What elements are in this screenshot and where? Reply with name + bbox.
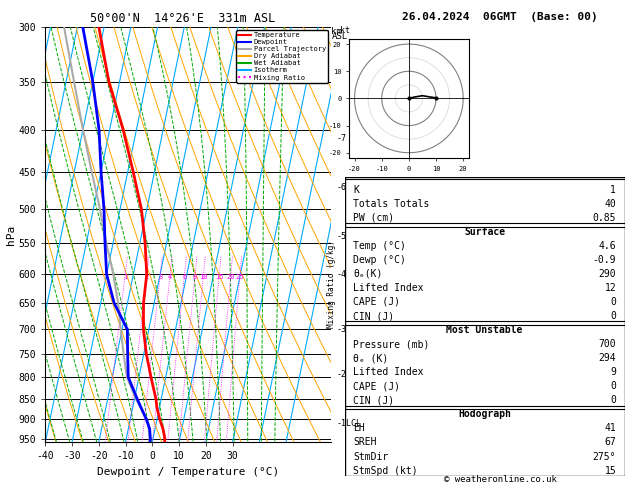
Text: 0: 0 [610, 381, 616, 391]
Text: -7: -7 [337, 134, 347, 143]
Text: 26.04.2024  06GMT  (Base: 00): 26.04.2024 06GMT (Base: 00) [402, 12, 598, 22]
Text: StmSpd (kt): StmSpd (kt) [353, 466, 418, 475]
Text: CIN (J): CIN (J) [353, 395, 394, 405]
Text: Hodograph: Hodograph [458, 409, 511, 419]
Text: 2: 2 [145, 275, 149, 280]
Text: -3: -3 [337, 325, 347, 334]
Text: 0.85: 0.85 [593, 213, 616, 223]
Text: EH: EH [353, 423, 365, 434]
Text: Pressure (mb): Pressure (mb) [353, 339, 430, 349]
Text: 275°: 275° [593, 451, 616, 462]
Text: Lifted Index: Lifted Index [353, 367, 423, 377]
Text: CAPE (J): CAPE (J) [353, 381, 400, 391]
Text: CIN (J): CIN (J) [353, 311, 394, 321]
Text: 15: 15 [215, 275, 223, 280]
Text: kt: kt [340, 26, 350, 35]
Text: 67: 67 [604, 437, 616, 448]
Text: 25: 25 [236, 275, 244, 280]
Text: 1: 1 [610, 185, 616, 194]
Text: © weatheronline.co.uk: © weatheronline.co.uk [443, 474, 557, 484]
Text: -5: -5 [337, 232, 347, 241]
Text: -0.9: -0.9 [593, 255, 616, 265]
Text: K: K [353, 185, 359, 194]
Text: CAPE (J): CAPE (J) [353, 297, 400, 307]
Text: Lifted Index: Lifted Index [353, 283, 423, 293]
Text: Totals Totals: Totals Totals [353, 199, 430, 208]
Text: PW (cm): PW (cm) [353, 213, 394, 223]
X-axis label: Dewpoint / Temperature (°C): Dewpoint / Temperature (°C) [97, 467, 279, 477]
Text: 700: 700 [599, 339, 616, 349]
Text: Surface: Surface [464, 227, 505, 237]
Text: -4: -4 [337, 270, 347, 279]
Text: 0: 0 [610, 297, 616, 307]
Text: Most Unstable: Most Unstable [447, 325, 523, 335]
Text: θₑ (K): θₑ (K) [353, 353, 388, 363]
Text: km: km [331, 27, 342, 36]
Legend: Temperature, Dewpoint, Parcel Trajectory, Dry Adiabat, Wet Adiabat, Isotherm, Mi: Temperature, Dewpoint, Parcel Trajectory… [237, 30, 328, 83]
Text: 50°00'N  14°26'E  331m ASL: 50°00'N 14°26'E 331m ASL [90, 12, 275, 25]
Text: Dewp (°C): Dewp (°C) [353, 255, 406, 265]
Text: 1: 1 [123, 275, 127, 280]
Text: 0: 0 [610, 311, 616, 321]
Text: 4: 4 [168, 275, 172, 280]
Text: 0: 0 [610, 395, 616, 405]
Text: -1LCL: -1LCL [337, 418, 362, 428]
Text: 9: 9 [610, 367, 616, 377]
Text: StmDir: StmDir [353, 451, 388, 462]
Text: SREH: SREH [353, 437, 377, 448]
Text: 20: 20 [226, 275, 235, 280]
Text: Temp (°C): Temp (°C) [353, 241, 406, 251]
Text: 8: 8 [193, 275, 198, 280]
Text: -2: -2 [337, 370, 347, 380]
Text: -6: -6 [337, 183, 347, 191]
Text: 40: 40 [604, 199, 616, 208]
Text: 290: 290 [599, 269, 616, 279]
Y-axis label: hPa: hPa [6, 225, 16, 244]
Text: θₑ(K): θₑ(K) [353, 269, 382, 279]
Text: 4.6: 4.6 [599, 241, 616, 251]
Text: 294: 294 [599, 353, 616, 363]
Text: 6: 6 [182, 275, 187, 280]
Text: 3: 3 [158, 275, 162, 280]
Text: Mixing Ratio (g/kg): Mixing Ratio (g/kg) [327, 241, 337, 329]
Text: 41: 41 [604, 423, 616, 434]
Text: ASL: ASL [331, 32, 348, 41]
Text: 15: 15 [604, 466, 616, 475]
Text: 10: 10 [199, 275, 208, 280]
Text: 12: 12 [604, 283, 616, 293]
